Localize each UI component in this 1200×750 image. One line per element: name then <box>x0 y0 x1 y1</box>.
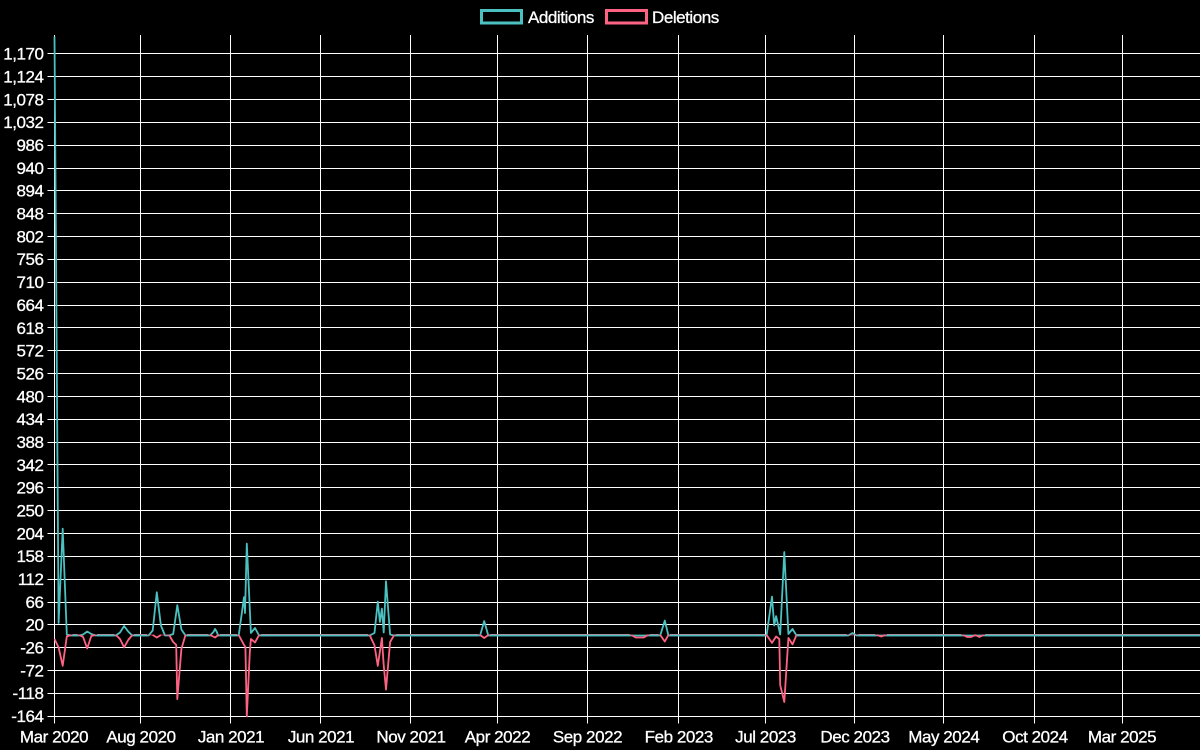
svg-text:-72: -72 <box>20 661 43 680</box>
svg-text:Additions: Additions <box>528 8 594 27</box>
svg-text:-118: -118 <box>13 684 44 703</box>
svg-text:-26: -26 <box>20 639 43 658</box>
svg-text:158: 158 <box>16 547 43 566</box>
svg-text:940: 940 <box>16 159 43 178</box>
svg-text:434: 434 <box>16 410 43 429</box>
svg-text:756: 756 <box>16 250 43 269</box>
svg-text:526: 526 <box>16 364 43 383</box>
svg-text:66: 66 <box>25 593 43 612</box>
svg-text:480: 480 <box>16 387 43 406</box>
svg-text:250: 250 <box>16 501 43 520</box>
svg-text:Oct 2024: Oct 2024 <box>1002 727 1067 746</box>
svg-text:Sep 2022: Sep 2022 <box>553 727 622 746</box>
svg-text:1,170: 1,170 <box>3 45 43 64</box>
svg-text:Jul 2023: Jul 2023 <box>735 727 796 746</box>
svg-text:Mar 2025: Mar 2025 <box>1088 727 1156 746</box>
svg-text:1,032: 1,032 <box>3 113 43 132</box>
svg-text:Jan 2021: Jan 2021 <box>198 727 264 746</box>
svg-text:1,078: 1,078 <box>3 90 43 109</box>
svg-text:-164: -164 <box>11 707 43 726</box>
svg-text:20: 20 <box>25 616 43 635</box>
svg-text:618: 618 <box>16 319 43 338</box>
svg-text:572: 572 <box>16 342 43 361</box>
svg-text:Dec 2023: Dec 2023 <box>820 727 889 746</box>
svg-text:Deletions: Deletions <box>652 8 719 27</box>
svg-text:986: 986 <box>16 136 43 155</box>
svg-text:1,124: 1,124 <box>3 68 43 87</box>
svg-text:Mar 2020: Mar 2020 <box>20 727 88 746</box>
svg-text:710: 710 <box>16 273 43 292</box>
svg-text:Feb 2023: Feb 2023 <box>645 727 713 746</box>
svg-text:May 2024: May 2024 <box>908 727 979 746</box>
svg-text:342: 342 <box>16 456 43 475</box>
svg-text:388: 388 <box>16 433 43 452</box>
svg-text:112: 112 <box>18 570 44 589</box>
svg-text:296: 296 <box>16 479 43 498</box>
svg-text:802: 802 <box>16 227 43 246</box>
svg-text:Nov 2021: Nov 2021 <box>376 727 445 746</box>
svg-text:848: 848 <box>16 205 43 224</box>
svg-text:204: 204 <box>16 524 43 543</box>
svg-text:894: 894 <box>16 182 43 201</box>
svg-text:Aug 2020: Aug 2020 <box>106 727 175 746</box>
svg-text:Jun 2021: Jun 2021 <box>288 727 354 746</box>
svg-text:664: 664 <box>16 296 43 315</box>
svg-text:Apr 2022: Apr 2022 <box>465 727 530 746</box>
